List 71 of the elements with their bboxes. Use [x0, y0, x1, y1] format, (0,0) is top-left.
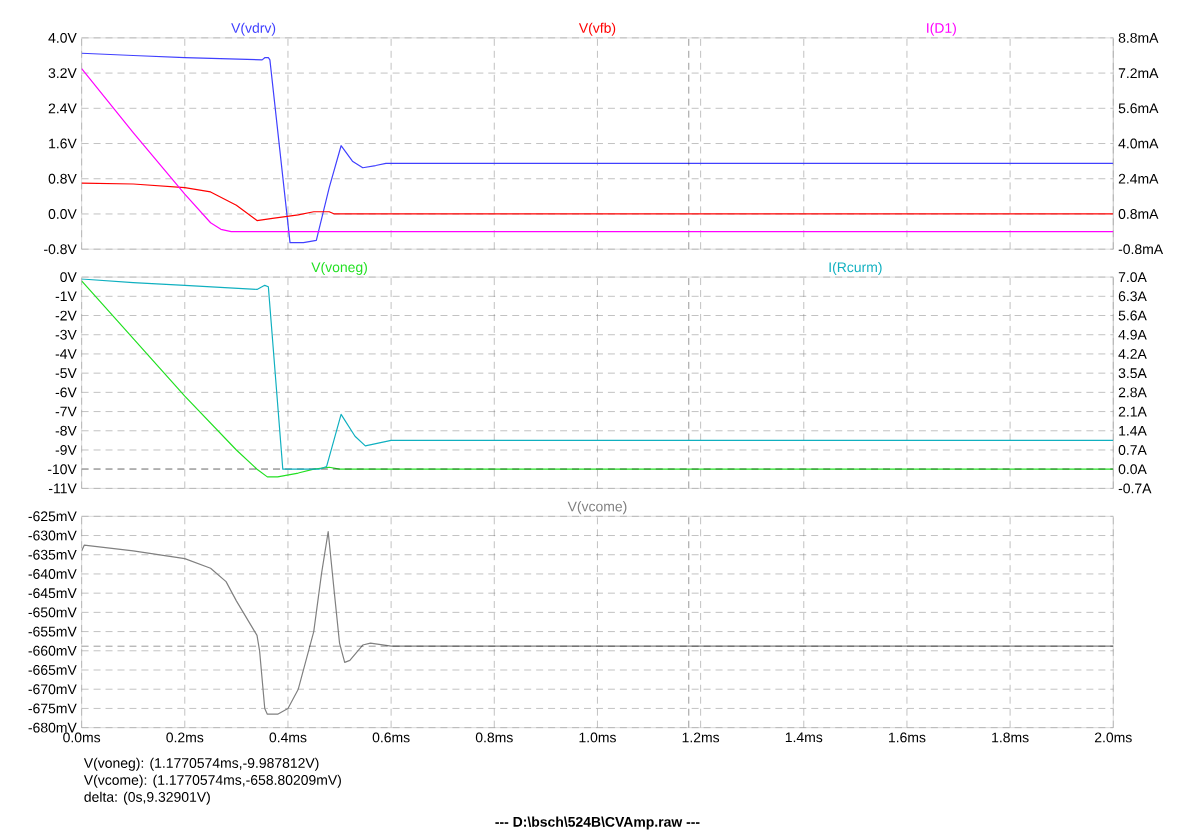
y2-tick-label: 4.0mA [1118, 138, 1159, 149]
text: delta: (0s,9.32901V) [84, 791, 210, 805]
x-tick-label: 2.0ms [1094, 732, 1132, 743]
y2-tick-label: 2.1A [1118, 406, 1147, 417]
text: V(vcome) [567, 500, 627, 514]
y-tick-label: -635mV [28, 549, 77, 560]
x-tick-label: 0.8ms [475, 732, 513, 743]
y-tick-label: -9V [55, 444, 77, 455]
y-tick-label: -4V [55, 349, 77, 359]
x-tick-label: 1.2ms [682, 732, 720, 743]
y-tick-label: -640mV [28, 568, 77, 579]
text: V(voneg) [311, 261, 367, 275]
x-tick-label: 0.0ms [63, 732, 101, 743]
y-tick-label: -3V [55, 329, 77, 340]
y2-tick-label: 2.8A [1118, 387, 1147, 398]
y-tick-label: -0.8V [44, 244, 77, 254]
x-tick-label: 1.8ms [992, 732, 1029, 743]
y2-tick-label: -0.8mA [1118, 244, 1164, 254]
y-tick-label: -650mV [28, 607, 77, 618]
y-tick-label: 2.4V [48, 103, 77, 114]
y2-tick-label: 0.0A [1118, 464, 1147, 474]
text: V(vcome): (1.1770574ms,-658.80209mV) [83, 774, 341, 788]
y2-tick-label: 8.8mA [1118, 32, 1159, 43]
y-tick-label: -670mV [28, 684, 77, 695]
y-tick-label: -8V [55, 425, 77, 436]
y-tick-label: -675mV [28, 703, 77, 714]
y-tick-label: -660mV [28, 645, 77, 656]
y-tick-label: -1V [55, 291, 77, 301]
text: I(D1) [927, 22, 956, 36]
series-label: V(vdrv) [231, 22, 276, 36]
x-tick-label: 0.6ms [372, 732, 410, 743]
y2-tick-label: 4.2A [1118, 348, 1147, 359]
y2-tick-label: 7.2mA [1118, 68, 1159, 78]
y-tick-label: -680mV [28, 722, 77, 733]
y2-tick-label: 3.5A [1118, 368, 1147, 378]
y-tick-label: -10V [47, 464, 77, 474]
y2-tick-label: 0.8mA [1118, 208, 1159, 219]
x-tick-label: 1.0ms [579, 732, 616, 743]
y2-tick-label: 6.3A [1118, 291, 1147, 302]
x-tick-label: 0.2ms [166, 732, 204, 743]
x-tick-label: 1.4ms [785, 732, 823, 743]
x-tick-label: 1.6ms [889, 732, 926, 743]
y-tick-label: 0V [60, 272, 77, 282]
y2-tick-label: 7.0A [1118, 272, 1147, 282]
y-tick-label: -665mV [28, 664, 77, 675]
y-tick-label: -2V [55, 310, 77, 321]
text: V(vfb) [578, 22, 616, 36]
y2-tick-label: 2.4mA [1118, 173, 1159, 184]
y-tick-label: 0.0V [48, 208, 77, 219]
y-tick-label: -7V [55, 406, 77, 417]
y2-tick-label: 0.7A [1118, 444, 1147, 455]
y-tick-label: -11V [48, 483, 77, 494]
y-tick-label: -645mV [28, 588, 77, 598]
y-tick-label: -655mV [28, 626, 77, 637]
y-tick-label: -5V [55, 368, 77, 378]
y-tick-label: -630mV [28, 530, 77, 541]
y-tick-label: 1.6V [49, 138, 77, 149]
y2-tick-label: -0.7A [1118, 483, 1152, 494]
y-tick-label: 4.0V [48, 32, 77, 43]
text: V(voneg): (1.1770574ms,-9.987812V) [83, 757, 319, 771]
y2-tick-label: 5.6mA [1118, 103, 1159, 114]
y-tick-label: 0.8V [48, 173, 77, 184]
y2-tick-label: 4.9A [1118, 329, 1147, 340]
y-tick-label: -625mV [28, 511, 77, 522]
y2-tick-label: 5.6A [1118, 310, 1147, 321]
text: I(Rcurm) [829, 261, 882, 275]
y2-tick-label: 1.4A [1119, 425, 1147, 436]
y-tick-label: -6V [55, 387, 77, 398]
text: --- D:\bsch\524B\CVAmp.raw --- [495, 816, 700, 830]
x-tick-label: 0.4ms [269, 732, 307, 743]
y-tick-label: 3.2V [48, 67, 77, 78]
